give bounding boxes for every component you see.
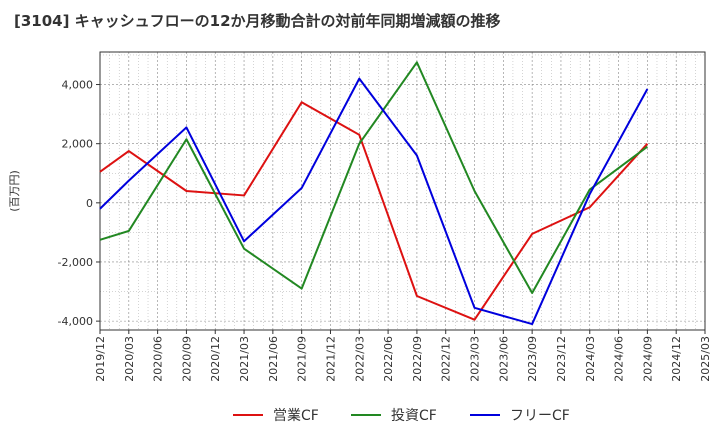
x-tick-label: 2023/09 bbox=[526, 336, 539, 382]
x-tick-label: 2024/06 bbox=[613, 336, 626, 382]
series-line-3 bbox=[99, 77, 649, 326]
series-line-1 bbox=[99, 101, 649, 321]
chart-title: [3104] キャッシュフローの12か月移動合計の対前年同期増減額の推移 bbox=[14, 12, 501, 30]
y-axis-label: (百万円) bbox=[8, 170, 21, 212]
x-tick-label: 2024/12 bbox=[670, 336, 683, 382]
x-tick-label: 2021/12 bbox=[324, 336, 337, 382]
x-tick-label: 2020/09 bbox=[180, 336, 193, 382]
x-tick-label: 2023/12 bbox=[555, 336, 568, 382]
x-tick-label: 2021/09 bbox=[296, 336, 309, 382]
x-tick-label: 2023/06 bbox=[497, 336, 510, 382]
x-tick-label: 2024/03 bbox=[584, 336, 597, 382]
axes: -4,000 -2,000 0 2,000 4,000 2019/12 2020/03 202… bbox=[8, 51, 712, 382]
x-tick-label: 2023/03 bbox=[469, 336, 482, 382]
x-tick-label: 2019/12 bbox=[94, 336, 107, 382]
legend-label-1: 営業CF bbox=[273, 408, 319, 424]
x-tick-label: 2022/06 bbox=[382, 336, 395, 382]
series-lines bbox=[99, 61, 649, 326]
legend-label-3: フリーCF bbox=[510, 408, 570, 424]
x-tick-label: 2021/06 bbox=[267, 336, 280, 382]
x-tick-label: 2020/12 bbox=[209, 336, 222, 382]
x-tick-label: 2022/12 bbox=[440, 336, 453, 382]
plot-frame bbox=[99, 51, 706, 331]
x-tick-label: 2024/09 bbox=[641, 336, 654, 382]
y-tick-label: 0 bbox=[86, 197, 93, 210]
y-tick-label: -2,000 bbox=[58, 256, 93, 269]
y-tick-label: 2,000 bbox=[62, 138, 94, 151]
x-tick-label: 2022/03 bbox=[353, 336, 366, 382]
y-tick-label: -4,000 bbox=[58, 315, 93, 328]
legend: 営業CF 投資CF フリーCF bbox=[233, 408, 570, 424]
legend-label-2: 投資CF bbox=[391, 408, 437, 424]
x-tick-label: 2021/03 bbox=[238, 336, 251, 382]
x-tick-label: 2025/03 bbox=[699, 336, 712, 382]
y-tick-label: 4,000 bbox=[62, 79, 94, 92]
x-tick-label: 2022/09 bbox=[411, 336, 424, 382]
x-tick-label: 2020/03 bbox=[123, 336, 136, 382]
x-tick-label: 2020/06 bbox=[152, 336, 165, 382]
